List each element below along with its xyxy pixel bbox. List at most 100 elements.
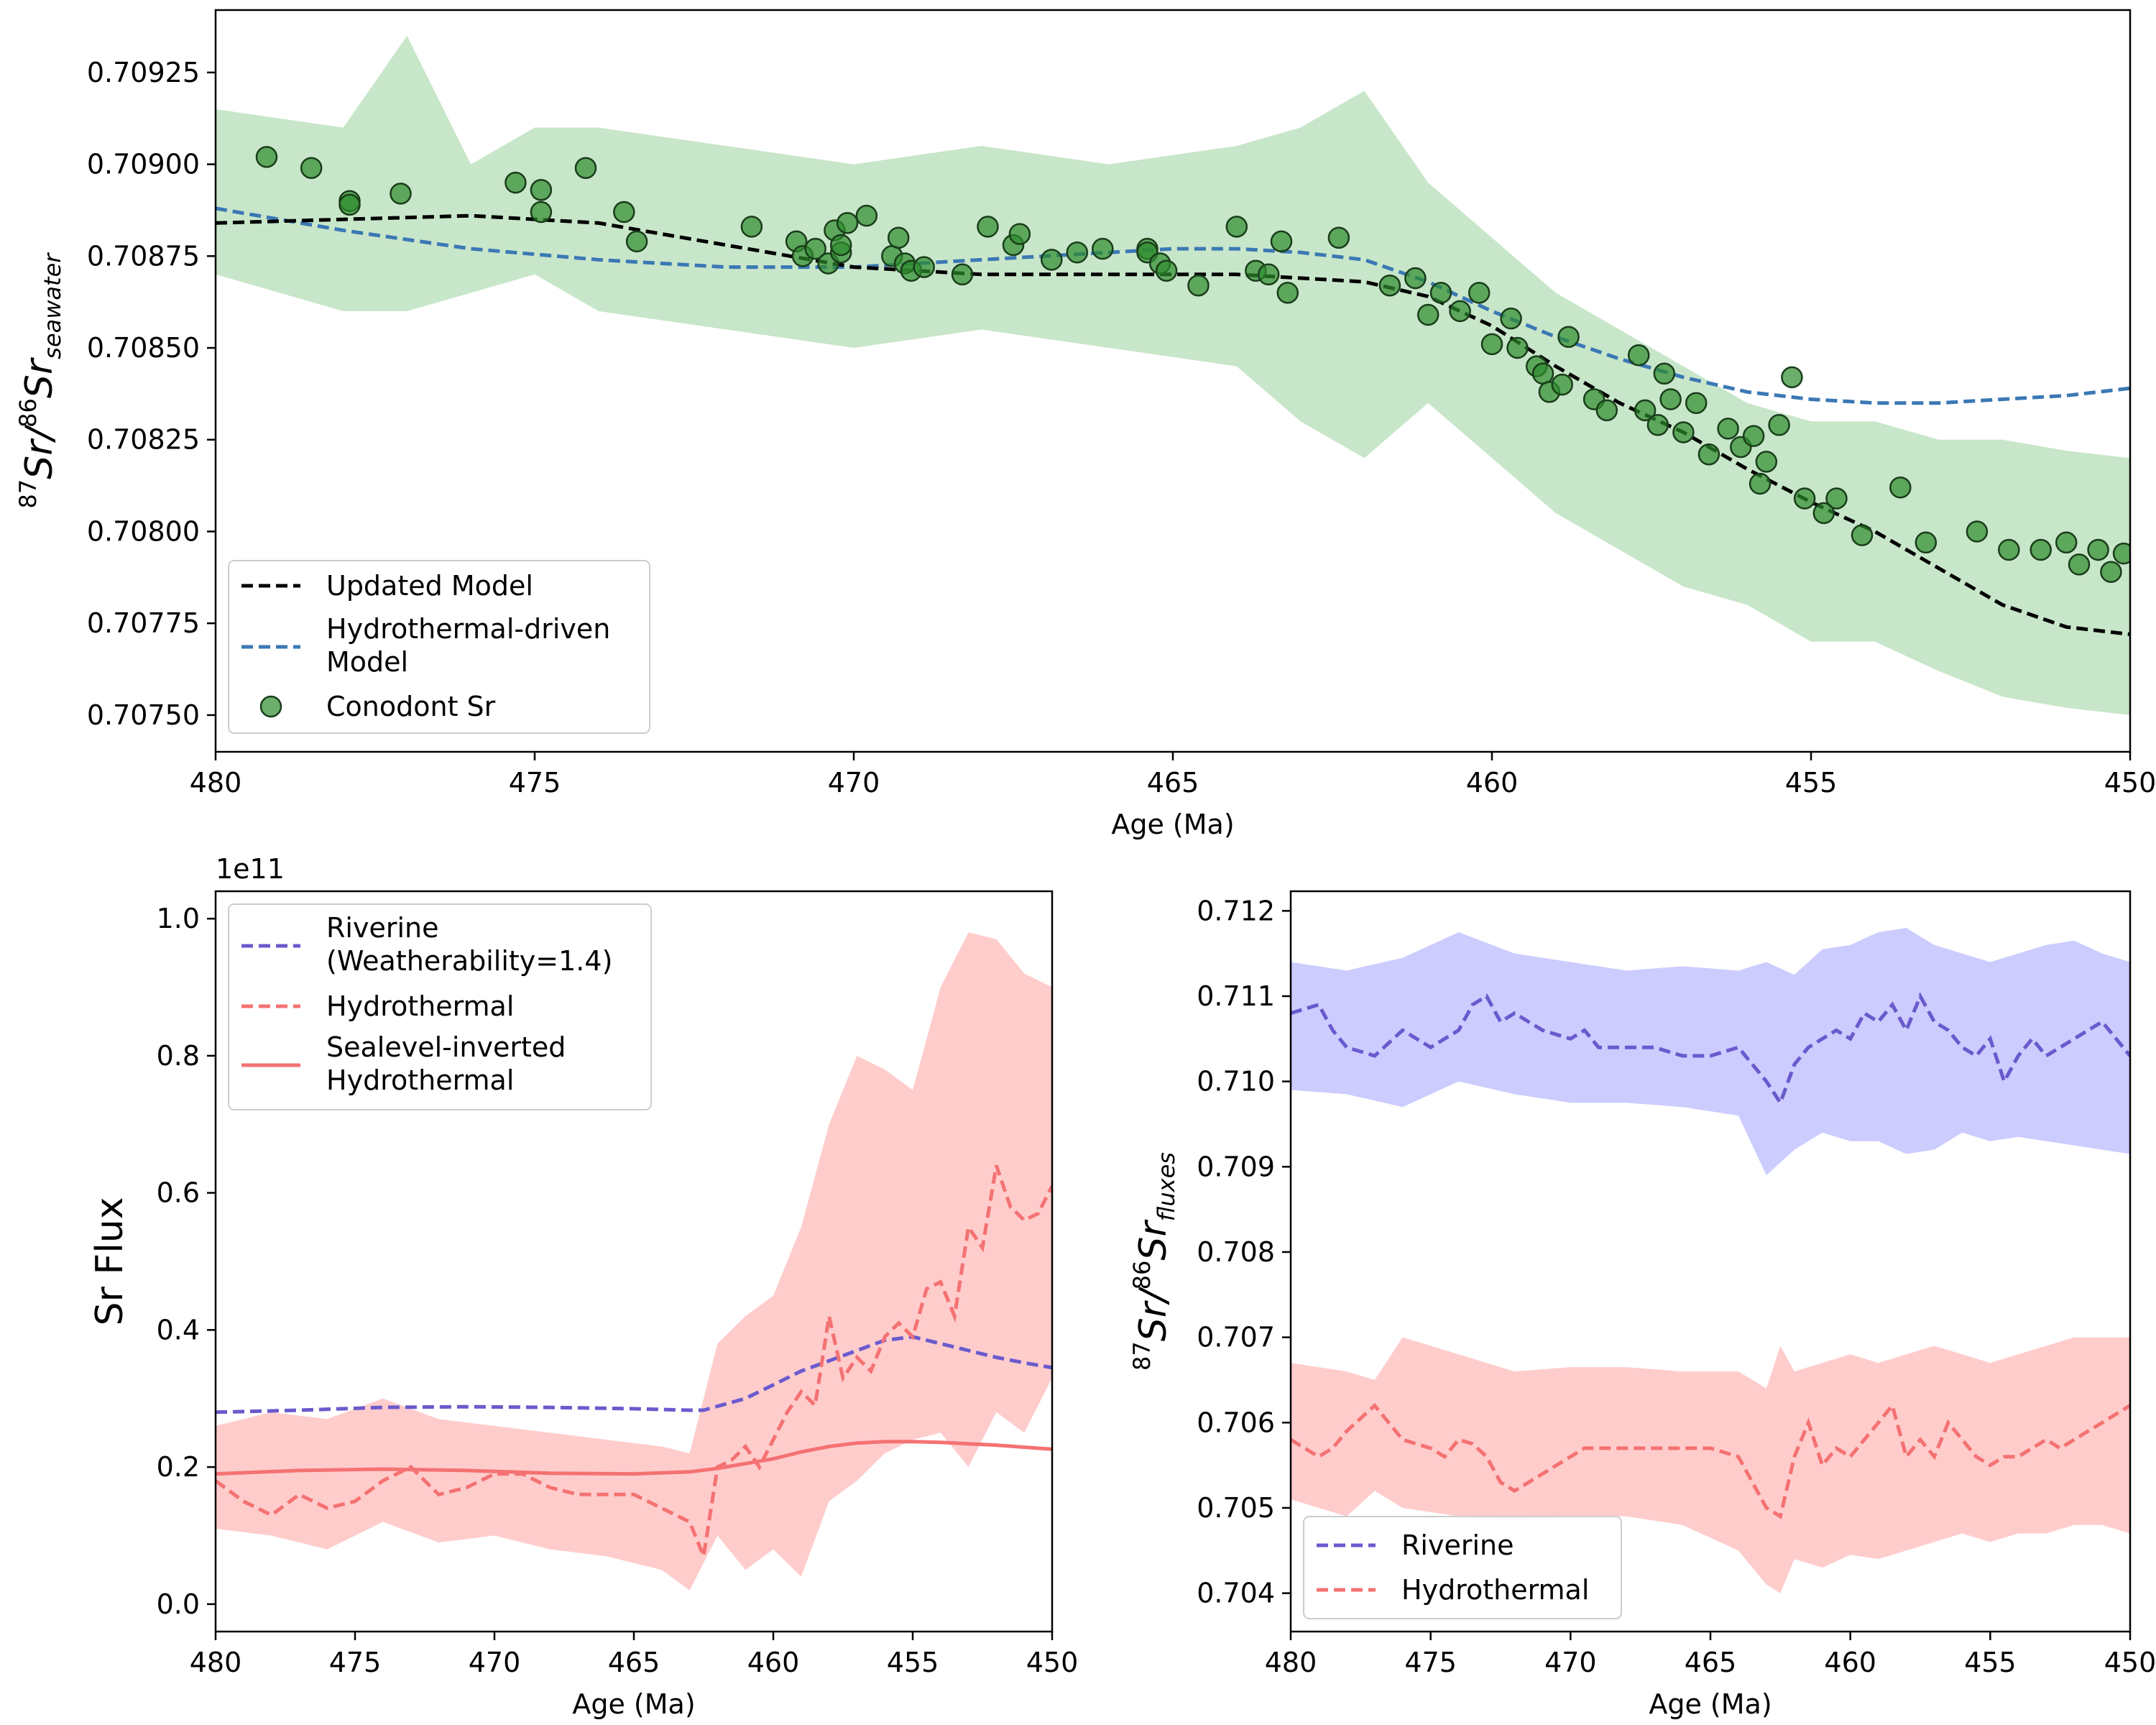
conodont-sr-point: [1008, 223, 1031, 245]
seawater-x-tick-label: 480: [190, 767, 242, 799]
conodont-sr-point: [2087, 538, 2109, 561]
legend-conodont-marker: [259, 695, 282, 718]
conodont-sr-point: [1429, 282, 1452, 304]
riverine-flux-line: [216, 1335, 1052, 1414]
isotope-x-tick-label: 465: [1685, 1647, 1737, 1678]
isotope-y-tick-label: 0.711: [1197, 980, 1275, 1012]
conodont-sr-point: [2100, 561, 2122, 583]
conodont-sr-point: [1531, 362, 1554, 385]
conodont-sr-point: [1768, 414, 1790, 436]
flux-x-tick-label: 455: [887, 1647, 939, 1678]
conodont-sr-point: [1755, 451, 1778, 473]
conodont-sr-point: [1404, 267, 1427, 290]
legend-hydrothermal-driven-label: Hydrothermal-driven Model: [326, 613, 610, 678]
legend-conodont-label: Conodont Sr: [326, 691, 496, 722]
hydrothermal-driven-model-line: [216, 206, 2130, 405]
seawater-x-tick-label: 450: [2104, 767, 2156, 799]
flux-x-tick-label: 465: [608, 1647, 660, 1678]
conodont-sr-point: [1851, 524, 1874, 546]
seawater-y-tick-label: 0.70900: [87, 149, 200, 180]
isotope-y-tick-label: 0.709: [1197, 1151, 1275, 1182]
seawater-x-axis-label: Age (Ma): [1111, 809, 1234, 840]
legend-isotope-riverine-label: Riverine: [1401, 1530, 1514, 1561]
conodont-sr-point: [1327, 226, 1350, 249]
conodont-sr-point: [625, 230, 648, 253]
conodont-sr-point: [1225, 216, 1248, 238]
conodont-sr-point: [1742, 425, 1765, 447]
conodont-sr-point: [1717, 418, 1739, 440]
conodont-sr-point: [836, 212, 859, 234]
conodont-sr-point: [887, 226, 910, 249]
conodont-sr-point: [390, 183, 412, 205]
conodont-sr-point: [2112, 542, 2130, 565]
seawater-uncertainty-band: [216, 35, 2130, 715]
conodont-sr-point: [1276, 282, 1299, 304]
conodont-sr-point: [1653, 362, 1676, 385]
flux-x-axis-label: Age (Ma): [572, 1688, 695, 1720]
conodont-sr-point: [1468, 282, 1491, 304]
isotope-x-tick-label: 470: [1544, 1647, 1597, 1678]
flux-scale-label: 1e11: [216, 853, 285, 885]
seawater-legend: Updated Model Hydrothermal-driven Model C…: [228, 560, 650, 734]
conodont-sr-point: [2030, 538, 2052, 561]
conodont-sr-point: [977, 216, 999, 238]
riverine-isotope-line: [1291, 992, 2130, 1107]
conodont-sr-point: [2068, 553, 2091, 576]
conodont-sr-point: [1416, 303, 1439, 326]
seawater-y-tick-label: 0.70775: [87, 607, 200, 639]
seawater-x-tick-label: 455: [1785, 767, 1838, 799]
conodont-sr-point: [1998, 538, 2020, 561]
seawater-y-tick-label: 0.70850: [87, 332, 200, 364]
isotope-y-tick-label: 0.710: [1197, 1066, 1275, 1098]
legend-hydrothermal-label: Hydrothermal: [326, 990, 514, 1022]
conodont-sr-point: [1092, 237, 1114, 260]
conodont-sr-point: [1187, 274, 1210, 297]
conodont-sr-point: [1634, 399, 1657, 422]
seawater-x-tick-label: 475: [509, 767, 561, 799]
flux-x-tick-label: 450: [1026, 1647, 1079, 1678]
seawater-y-axis-label: 87Sr/86Srseawater: [14, 252, 66, 509]
isotope-y-tick-label: 0.706: [1197, 1407, 1275, 1438]
flux-y-tick-label: 0.0: [157, 1588, 200, 1620]
flux-x-tick-label: 480: [190, 1647, 242, 1678]
conodont-sr-points: [255, 146, 2130, 583]
isotope-x-tick-label: 475: [1404, 1647, 1457, 1678]
conodont-sr-point: [1889, 476, 1912, 499]
legend-updated-model-label: Updated Model: [326, 570, 533, 602]
updated-model-line: [216, 213, 2130, 636]
legend-riverine-label: Riverine (Weatherability=1.4): [326, 912, 612, 977]
conodont-sr-point: [1915, 531, 1938, 554]
isotope-y-axis: 0.704 0.705 0.706 0.707 0.708 0.709 0.710 0.711…: [1197, 895, 1291, 1609]
conodont-sr-point: [829, 234, 852, 257]
conodont-sr-point: [1825, 487, 1848, 510]
conodont-sr-point: [530, 179, 553, 201]
flux-x-axis: 480 475 470 465 460 455 450: [190, 1632, 1079, 1678]
conodont-sr-point: [1041, 249, 1063, 271]
seawater-x-tick-label: 460: [1466, 767, 1519, 799]
riverine-isotope-band: [1291, 928, 2130, 1176]
conodont-sr-point: [1646, 414, 1669, 436]
flux-x-tick-label: 470: [469, 1647, 521, 1678]
conodont-sr-point: [574, 157, 597, 179]
isotope-y-tick-label: 0.712: [1197, 895, 1275, 926]
conodont-sr-point: [1066, 241, 1089, 264]
conodont-sr-point: [1966, 520, 1989, 543]
legend-sealevel-inverted-label: Sealevel-inverted Hydrothermal: [326, 1031, 566, 1096]
isotope-legend: Riverine Hydrothermal: [1303, 1516, 1622, 1619]
conodont-sr-point: [2055, 531, 2078, 554]
seawater-y-tick-label: 0.70750: [87, 699, 200, 731]
isotope-x-tick-label: 450: [2104, 1647, 2156, 1678]
flux-legend: Riverine (Weatherability=1.4) Hydrotherma…: [228, 903, 652, 1110]
flux-y-tick-label: 0.2: [157, 1451, 200, 1483]
conodont-sr-point: [1697, 443, 1720, 466]
flux-uncertainty-band: [216, 932, 1052, 1591]
flux-x-tick-label: 460: [747, 1647, 800, 1678]
conodont-sr-point: [1155, 259, 1178, 282]
seawater-y-axis: 0.70750 0.70775 0.70800 0.70825 0.70850 0.708…: [87, 57, 216, 731]
conodont-sr-point: [1781, 366, 1803, 389]
isotope-y-tick-label: 0.707: [1197, 1322, 1275, 1353]
isotope-y-tick-label: 0.704: [1197, 1578, 1275, 1609]
conodont-sr-point: [1257, 263, 1280, 286]
hydrothermal-isotope-band: [1291, 1337, 2130, 1593]
isotope-x-tick-label: 460: [1824, 1647, 1876, 1678]
